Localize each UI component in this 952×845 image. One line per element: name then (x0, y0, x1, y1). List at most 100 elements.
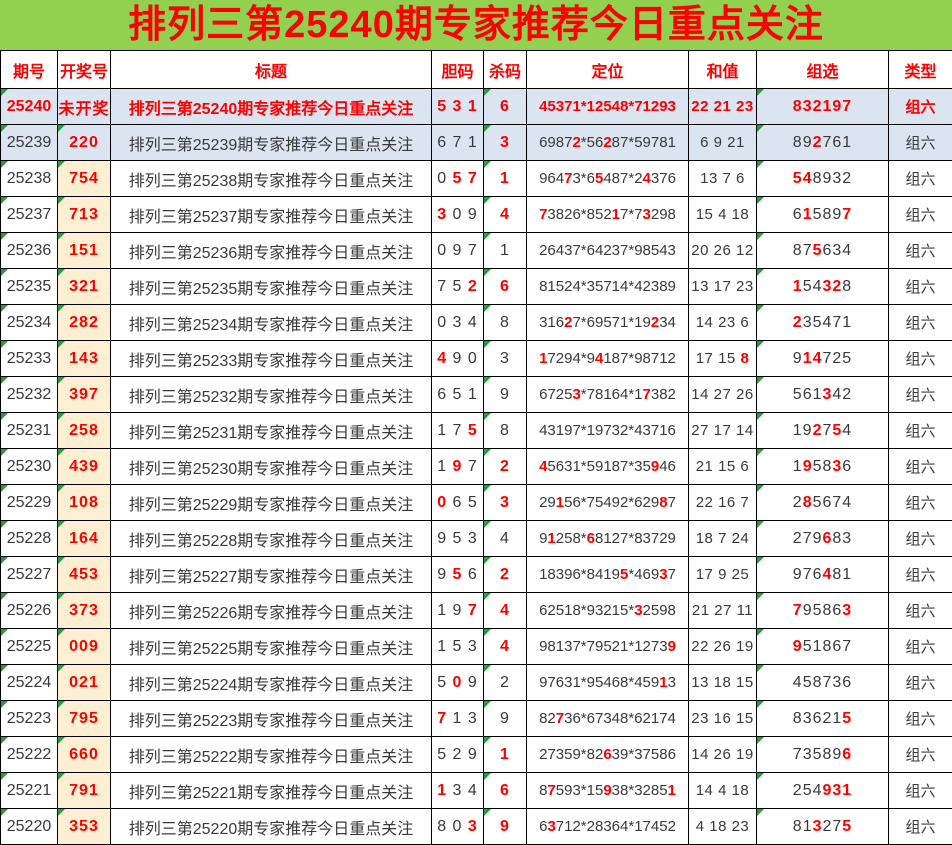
column-header: 期号 (0, 50, 58, 89)
comment-marker-icon (757, 809, 764, 816)
digit-text: 22 16 7 (695, 494, 750, 511)
highlighted-digit: 1 (500, 169, 510, 187)
group-selection-cell: 875634 (756, 232, 889, 269)
digit-text: 51867 (802, 637, 853, 655)
kill-code-cell: 2 (483, 556, 527, 593)
comment-marker-icon (1, 809, 8, 816)
digit-text: 46 (659, 458, 676, 475)
kill-code-cell: 8 (483, 412, 527, 449)
sum-value-cell: 18 7 24 (688, 520, 757, 557)
positioning-cell: 18396*84195*46937 (526, 556, 689, 593)
kill-code-cell: 1 (483, 736, 527, 773)
comment-marker-icon (484, 701, 491, 708)
highlighted-digit: 6 (500, 277, 510, 295)
table-row: 25220 353 排列三第25220期专家推荐今日重点关注 8 0 3 9 63712*… (0, 808, 952, 845)
digit-text: 20 26 12 (691, 242, 754, 259)
highlighted-digit: 0 (452, 673, 463, 691)
digit-text: 19 (792, 421, 813, 439)
positioning-cell: 69872*56287*59781 (526, 124, 689, 161)
table-row: 25221 791 排列三第25221期专家推荐今日重点关注 1 3 4 6 87593*… (0, 772, 952, 809)
comment-marker-icon (1, 701, 8, 708)
highlighted-digit: 3 (500, 493, 510, 511)
comment-marker-icon (1, 233, 8, 240)
highlighted-digit: 3 (659, 566, 668, 583)
digit-text: 17 9 25 (695, 566, 750, 583)
digit-text: 376 (650, 170, 676, 187)
type-cell: 组六 (888, 592, 952, 629)
highlighted-digit: 5 (467, 421, 478, 439)
sum-value-cell: 13 17 23 (688, 268, 757, 305)
digit-text: 18396*8419 (539, 566, 620, 583)
highlighted-digit: 2 (650, 314, 660, 331)
comment-marker-icon (1, 305, 8, 312)
comment-marker-icon (484, 413, 491, 420)
highlighted-digit: 931 (822, 781, 853, 799)
type-cell: 组六 (888, 376, 952, 413)
digit-text: 8 (500, 313, 510, 331)
comment-marker-icon (484, 737, 491, 744)
highlighted-digit: 2 (500, 457, 510, 475)
draw-number-cell: 164 (57, 520, 111, 557)
table-row: 25228 164 排列三第25228期专家推荐今日重点关注 9 5 3 4 91258*… (0, 520, 952, 557)
digit-text: 187*98712 (603, 350, 676, 367)
highlighted-digit: 8 (659, 494, 668, 511)
digit-text: 9 (462, 673, 478, 691)
draw-number-cell: 021 (57, 664, 111, 701)
draw-number-cell: 151 (57, 232, 111, 269)
draw-number-cell: 373 (57, 592, 111, 629)
positioning-cell: 98137*79521*12739 (526, 628, 689, 665)
period-cell: 25232 (0, 376, 58, 413)
sum-value-cell: 14 4 18 (688, 772, 757, 809)
highlighted-digit: 1 (539, 350, 548, 367)
digit-text: 81 (832, 565, 853, 583)
digit-text: 4 (500, 529, 510, 547)
sum-value-cell: 22 26 19 (688, 628, 757, 665)
digit-text: 2 (500, 673, 510, 691)
highlighted-digit: 3 (832, 457, 843, 475)
highlighted-digit: 1 (611, 206, 620, 223)
digit-text: 8 (842, 277, 853, 295)
digit-text: 712*28364*17452 (555, 818, 676, 835)
title-cell: 排列三第25232期专家推荐今日重点关注 (110, 376, 432, 413)
digit-text: 9586 (802, 601, 843, 619)
sum-value-cell: 14 27 26 (688, 376, 757, 413)
highlighted-digit: 1 (667, 782, 676, 799)
table-row: 25238 754 排列三第25238期专家推荐今日重点关注 0 5 7 1 96473*… (0, 160, 952, 197)
comment-marker-icon (484, 521, 491, 528)
table-row: 25230 439 排列三第25230期专家推荐今日重点关注 1 9 7 2 45631*… (0, 448, 952, 485)
highlighted-digit: 3 (812, 817, 823, 835)
draw-number-cell: 754 (57, 160, 111, 197)
dan-code-cell: 7 1 3 (431, 700, 484, 737)
dan-code-cell: 0 3 4 (431, 304, 484, 341)
period-cell: 25227 (0, 556, 58, 593)
digit-text: 36*67348*62174 (564, 710, 676, 727)
title-cell: 排列三第25223期专家推荐今日重点关注 (110, 700, 432, 737)
highlighted-digit: 2 (812, 133, 823, 151)
highlighted-digit: 3 (822, 385, 833, 403)
table-row: 25239 220 排列三第25239期专家推荐今日重点关注 6 7 1 3 69872*… (0, 124, 952, 161)
type-cell: 组六 (888, 664, 952, 701)
page-title: 排列三第25240期专家推荐今日重点关注 (0, 0, 952, 50)
highlighted-digit: 7 (564, 170, 573, 187)
group-selection-cell: 548932 (756, 160, 889, 197)
highlighted-digit: 1 (802, 205, 813, 223)
highlighted-digit: 9 (650, 458, 660, 475)
highlighted-digit: 3 (437, 205, 448, 223)
digit-text: 6 5 (447, 493, 478, 511)
group-selection-cell: 279683 (756, 520, 889, 557)
title-cell: 排列三第25225期专家推荐今日重点关注 (110, 628, 432, 665)
highlighted-digit: 2 (603, 134, 612, 151)
draw-number-cell: 795 (57, 700, 111, 737)
type-cell: 组六 (888, 736, 952, 773)
highlighted-digit: 7 (437, 709, 448, 727)
comment-marker-icon (1, 485, 8, 492)
digit-text: 3 (500, 349, 510, 367)
group-selection-cell: 951867 (756, 628, 889, 665)
comment-marker-icon (58, 413, 65, 420)
comment-marker-icon (58, 557, 65, 564)
digit-text: 42 (832, 385, 853, 403)
digit-text: 18 7 24 (695, 530, 750, 547)
digit-text: 4 18 23 (695, 818, 750, 835)
table-row: 25233 143 排列三第25233期专家推荐今日重点关注 4 9 0 3 17294*… (0, 340, 952, 377)
digit-text: 5674 (812, 493, 853, 511)
